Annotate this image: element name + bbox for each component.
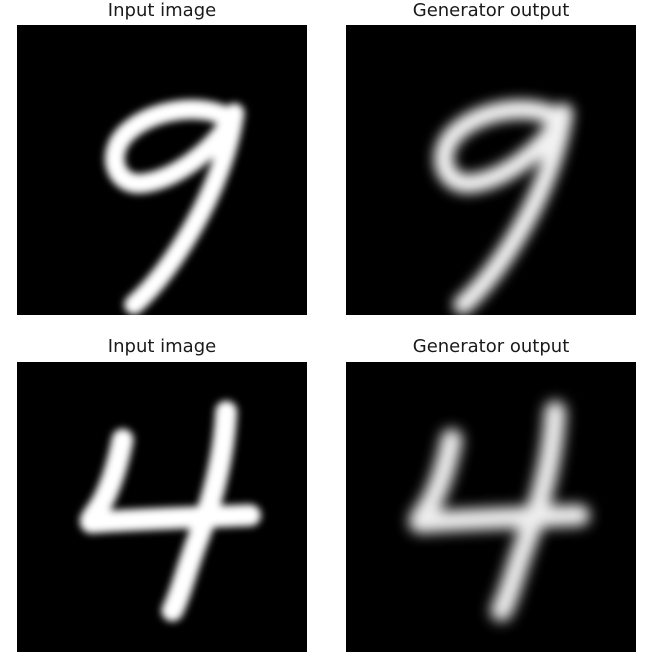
panel-title-input-9: Input image [107, 0, 217, 21]
panel-title-output-4: Generator output [412, 336, 570, 357]
generator-output-9 [346, 25, 636, 315]
panel-title-input-4: Input image [107, 336, 217, 357]
input-image-4 [17, 362, 307, 652]
digit-4-output-svg [408, 400, 590, 622]
panel-title-output-9: Generator output [412, 0, 570, 21]
digit-9-output-svg [433, 99, 574, 315]
digit-4-input-svg [79, 400, 261, 622]
generator-output-4 [346, 362, 636, 652]
input-image-9 [17, 25, 307, 315]
digit-9-input-svg [104, 99, 245, 315]
